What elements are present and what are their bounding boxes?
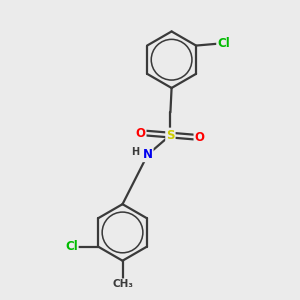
Text: H: H	[131, 147, 139, 157]
Text: Cl: Cl	[217, 37, 230, 50]
Text: O: O	[194, 130, 205, 143]
Text: CH₃: CH₃	[112, 279, 133, 289]
Text: S: S	[166, 129, 175, 142]
Text: O: O	[136, 127, 146, 140]
Text: Cl: Cl	[65, 240, 78, 253]
Text: N: N	[142, 148, 153, 161]
